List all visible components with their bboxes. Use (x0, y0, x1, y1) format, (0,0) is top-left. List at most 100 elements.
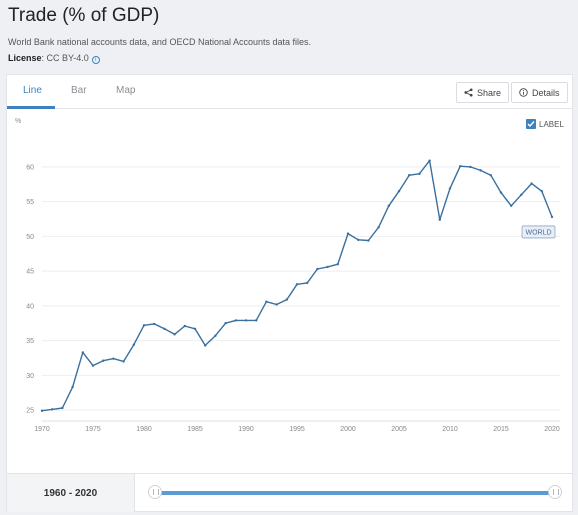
license-label: License (8, 53, 42, 63)
data-point (306, 281, 309, 285)
data-point (224, 322, 227, 325)
series-label-box (521, 225, 556, 239)
y-tick-label: 40 (26, 303, 34, 310)
data-point (285, 298, 288, 301)
range-slider-start-handle[interactable] (148, 485, 162, 499)
license-value: : CC BY-4.0 (41, 53, 89, 63)
y-tick-label: 35 (26, 338, 34, 345)
range-bar: 1960 - 2020 (6, 474, 573, 512)
y-tick-label: 50 (26, 234, 34, 241)
data-point (265, 300, 268, 303)
range-slider-track[interactable] (155, 491, 555, 495)
data-point (428, 159, 431, 162)
data-point (244, 319, 248, 322)
label-toggle[interactable]: LABEL (526, 119, 564, 129)
data-point (469, 165, 472, 169)
data-point (367, 239, 370, 242)
data-point (234, 319, 237, 322)
label-checkbox[interactable] (526, 119, 536, 129)
data-point (51, 408, 54, 411)
data-point (397, 190, 401, 193)
data-point (459, 165, 462, 168)
data-point (112, 357, 115, 360)
share-button[interactable]: Share (456, 82, 510, 103)
year-range: 1960 - 2020 (7, 474, 135, 512)
x-tick-label: 1995 (289, 426, 305, 433)
data-point (387, 204, 390, 207)
active-tab-indicator (7, 106, 55, 109)
data-point (61, 406, 64, 410)
data-point (153, 322, 156, 326)
data-point (295, 283, 299, 286)
data-point (448, 187, 452, 190)
checkmark-icon (527, 121, 535, 128)
data-point (71, 385, 74, 389)
x-tick-label: 1990 (238, 426, 254, 433)
data-point (336, 262, 339, 266)
data-point (173, 333, 176, 336)
data-point (357, 238, 360, 242)
info-icon[interactable]: i (91, 56, 100, 64)
details-button[interactable]: Details (511, 82, 568, 103)
tab-bar: Line Bar Map Share Details (7, 75, 572, 109)
tab-line[interactable]: Line (23, 85, 42, 96)
data-point (520, 193, 523, 196)
data-point (499, 191, 503, 194)
x-tick-label: 1970 (34, 426, 50, 433)
data-point (204, 344, 207, 347)
data-point (40, 409, 44, 412)
data-point (132, 343, 135, 346)
data-point (102, 359, 105, 362)
series-label-world: WORLD (525, 229, 551, 236)
x-tick-label: 1985 (187, 426, 203, 433)
y-tick-label: 60 (26, 164, 34, 171)
x-tick-label: 1980 (136, 426, 152, 433)
data-point (550, 215, 554, 219)
tab-bar-view[interactable]: Bar (71, 85, 87, 96)
details-label: Details (532, 87, 560, 98)
data-point (183, 324, 186, 328)
data-point (275, 303, 278, 306)
x-tick-label: 2010 (442, 426, 458, 433)
data-point (122, 360, 125, 363)
x-tick-label: 1975 (85, 426, 101, 433)
x-tick-label: 2015 (493, 426, 509, 433)
data-point (479, 169, 482, 172)
line-chart: % 25 30 35 40 45 50 55 60 1970 1975 1980 1985 1990 199… (15, 118, 560, 433)
data-point (530, 182, 533, 185)
data-point (91, 364, 95, 367)
tab-map[interactable]: Map (116, 85, 136, 96)
data-point (142, 324, 146, 327)
y-axis-label: % (15, 118, 21, 125)
chart-panel: Line Bar Map Share Details % 25 30 35 40 45 50… (6, 74, 573, 474)
range-end: 2020 (74, 487, 98, 499)
y-tick-label: 25 (26, 408, 34, 415)
data-point (510, 204, 513, 207)
x-tick-label: 2005 (391, 426, 407, 433)
x-tick-label: 2000 (340, 426, 356, 433)
data-point (438, 218, 441, 221)
data-point (255, 319, 258, 322)
range-separator: - (66, 487, 75, 499)
range-slider-end-handle[interactable] (548, 485, 562, 499)
data-point (489, 174, 492, 177)
data-point (193, 327, 197, 330)
data-point (377, 226, 380, 229)
data-point (540, 190, 543, 193)
x-tick-label: 2020 (544, 426, 560, 433)
y-tick-label: 30 (26, 373, 34, 380)
data-point (346, 232, 350, 235)
range-start: 1960 (43, 487, 67, 499)
data-point (163, 327, 166, 330)
data-point (81, 351, 85, 354)
share-label: Share (477, 87, 502, 98)
info-circle-icon (519, 88, 528, 97)
share-icon (464, 88, 473, 97)
data-point (418, 172, 421, 176)
series-line-world (41, 159, 553, 412)
source-note: World Bank national accounts data, and O… (8, 37, 312, 47)
page-title: Trade (% of GDP) (8, 5, 160, 26)
y-tick-label: 55 (26, 199, 34, 206)
data-point (326, 265, 329, 269)
data-point (408, 174, 411, 177)
